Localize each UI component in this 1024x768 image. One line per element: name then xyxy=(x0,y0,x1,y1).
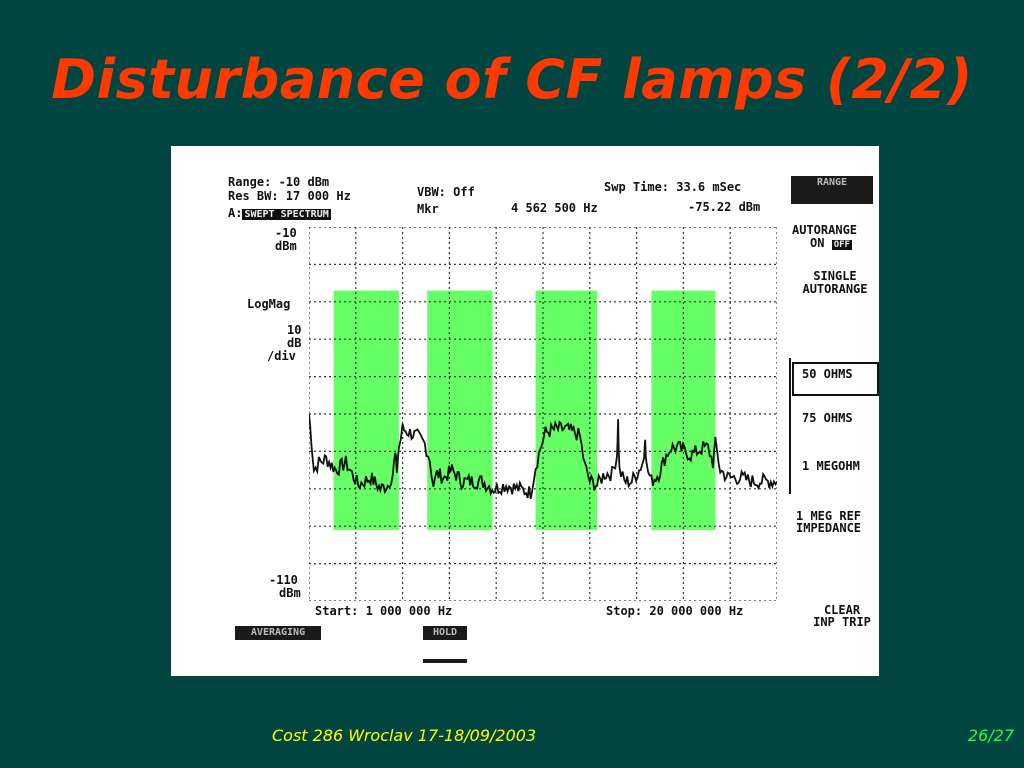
single-autorange-label: AUTORANGE xyxy=(802,282,868,296)
top-level-label: -10 xyxy=(275,226,297,240)
ref-label-1: 1 MEG REF xyxy=(796,509,862,523)
start-frequency: Start: 1 000 000 Hz xyxy=(315,604,453,618)
trace-label: A: SWEPT SPECTRUM xyxy=(228,207,331,221)
footer-page-number: 26/27 xyxy=(967,726,1014,745)
indicator-bar xyxy=(423,659,467,663)
ohm75-softkey[interactable]: 75 OHMS xyxy=(802,411,853,425)
range-softkey[interactable]: RANGE xyxy=(791,176,873,204)
sweep-time-readout: Swp Time: 33.6 mSec xyxy=(604,180,742,194)
scale-div: /div xyxy=(267,349,296,363)
highlight-band-2 xyxy=(427,290,493,530)
clear-label-1: CLEAR xyxy=(823,603,861,617)
autorange-softkey[interactable]: AUTORANGE ON OFF xyxy=(792,224,857,252)
footer-event: Cost 286 Wroclav 17-18/09/2003 xyxy=(272,726,537,745)
trace-mode-badge: SWEPT SPECTRUM xyxy=(242,209,331,220)
single-autorange-softkey[interactable]: SINGLE AUTORANGE xyxy=(792,270,878,296)
highlight-band-4 xyxy=(651,290,716,530)
single-label: SINGLE xyxy=(813,269,857,283)
trace-prefix: A: xyxy=(228,206,243,220)
clear-trip-softkey[interactable]: CLEAR INP TRIP xyxy=(807,604,877,628)
scale-value: 10 xyxy=(287,323,302,337)
res-bw-readout: Res BW: 17 000 Hz xyxy=(228,189,351,203)
ref-impedance-softkey[interactable]: 1 MEG REF IMPEDANCE xyxy=(796,510,861,534)
stop-frequency: Stop: 20 000 000 Hz xyxy=(606,604,744,618)
range-readout: Range: -10 dBm xyxy=(228,175,330,189)
hold-indicator: HOLD xyxy=(423,626,467,640)
bottom-level-unit: dBm xyxy=(279,586,301,600)
autorange-state-row: ON OFF xyxy=(792,237,857,252)
spectrum-plot xyxy=(309,227,777,601)
marker-label: Mkr xyxy=(417,202,439,216)
bottom-level-label: -110 xyxy=(269,573,298,587)
ref-label-2: IMPEDANCE xyxy=(796,521,862,535)
ohm50-label: 50 OHMS xyxy=(802,367,853,381)
marker-level: -75.22 dBm xyxy=(688,200,761,214)
range-softkey-label: RANGE xyxy=(816,177,848,188)
autorange-on: ON xyxy=(810,236,825,250)
impedance-bracket xyxy=(789,358,791,494)
vbw-readout: VBW: Off xyxy=(417,185,475,199)
analyzer-screen: Range: -10 dBm Res BW: 17 000 Hz A: SWEPT… xyxy=(171,146,879,676)
megohm-softkey[interactable]: 1 MEGOHM xyxy=(802,459,860,473)
spectrum-trace xyxy=(309,414,777,499)
top-level-unit: dBm xyxy=(275,239,297,253)
autorange-label: AUTORANGE xyxy=(792,223,858,237)
averaging-indicator: AVERAGING xyxy=(235,626,321,640)
slide-title: Disturbance of CF lamps (2/2) xyxy=(51,48,973,111)
scale-unit: dB xyxy=(287,336,302,350)
clear-label-2: INP TRIP xyxy=(813,615,871,629)
autorange-off-badge: OFF xyxy=(831,240,852,250)
highlight-band-3 xyxy=(535,290,598,530)
ohm50-softkey[interactable] xyxy=(792,362,879,396)
logmag-label: LogMag xyxy=(247,297,291,311)
marker-frequency: 4 562 500 Hz xyxy=(511,201,598,215)
highlight-band-1 xyxy=(333,290,399,530)
